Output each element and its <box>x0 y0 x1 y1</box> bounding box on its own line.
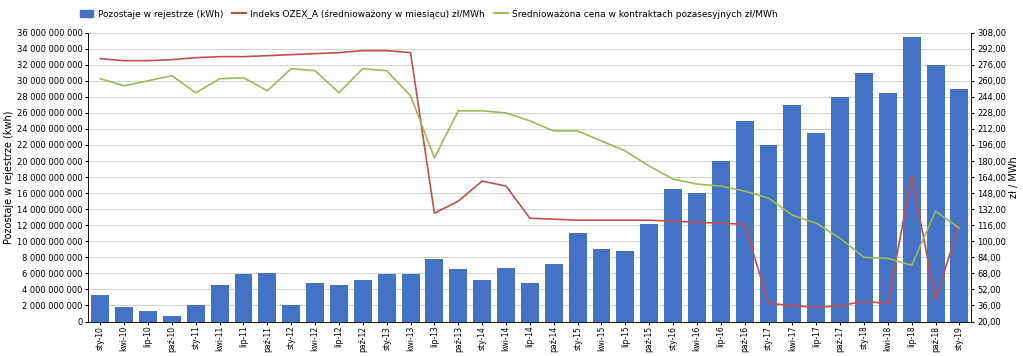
Bar <box>497 268 515 321</box>
Bar <box>139 311 157 321</box>
Bar <box>377 274 396 321</box>
Bar <box>950 89 969 321</box>
Bar <box>91 295 109 321</box>
Bar <box>545 264 563 321</box>
Bar <box>927 65 944 321</box>
Bar <box>234 274 253 321</box>
Bar <box>592 249 611 321</box>
Bar <box>784 105 801 321</box>
Bar <box>759 145 777 321</box>
Bar <box>521 283 539 321</box>
Bar <box>664 189 682 321</box>
Bar <box>306 283 324 321</box>
Bar <box>712 161 729 321</box>
Bar <box>736 121 754 321</box>
Bar <box>259 273 276 321</box>
Y-axis label: zł / MWh: zł / MWh <box>1009 156 1019 198</box>
Bar <box>855 73 873 321</box>
Y-axis label: Pozostaje w rejestrze (kwh): Pozostaje w rejestrze (kwh) <box>4 110 14 244</box>
Bar <box>402 274 419 321</box>
Bar <box>688 193 706 321</box>
Bar <box>116 307 133 321</box>
Bar <box>640 224 658 321</box>
Bar <box>211 284 228 321</box>
Bar <box>879 93 897 321</box>
Bar <box>831 97 849 321</box>
Bar <box>902 37 921 321</box>
Bar <box>449 269 468 321</box>
Legend: Pozostaje w rejestrze (kWh), Indeks OZEX_A (średnioważony w miesiącu) zł/MWh, Śr: Pozostaje w rejestrze (kWh), Indeks OZEX… <box>76 5 782 22</box>
Bar <box>354 280 371 321</box>
Bar <box>163 316 181 321</box>
Bar <box>330 284 348 321</box>
Bar <box>569 233 586 321</box>
Bar <box>187 305 205 321</box>
Bar <box>807 133 826 321</box>
Bar <box>474 280 491 321</box>
Bar <box>426 259 443 321</box>
Bar <box>617 251 634 321</box>
Bar <box>282 305 300 321</box>
